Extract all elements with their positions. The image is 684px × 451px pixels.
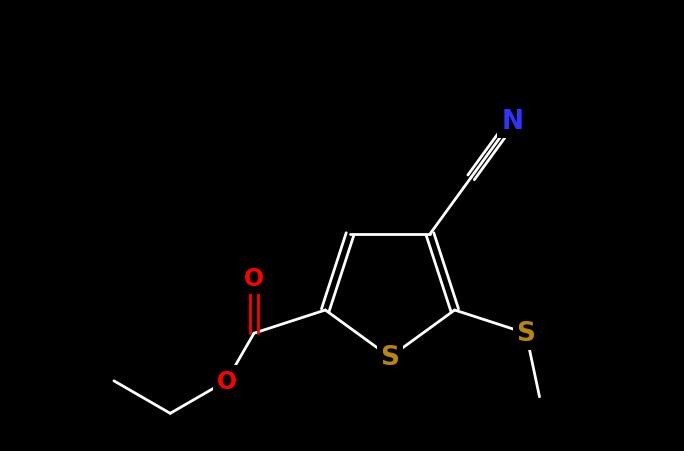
Text: O: O [216,369,237,393]
Text: S: S [516,321,536,346]
Text: S: S [380,344,399,370]
Text: O: O [244,267,264,290]
Text: N: N [501,109,523,134]
